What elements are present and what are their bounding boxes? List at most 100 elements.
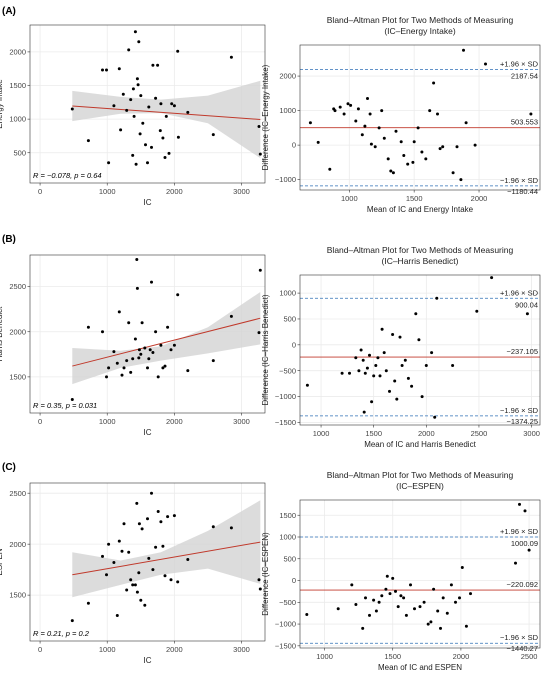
x-tick-label: 2500 [521, 652, 538, 661]
data-point [211, 525, 215, 529]
data-point [394, 589, 397, 593]
data-point [366, 97, 369, 100]
data-point [362, 410, 366, 414]
y-tick-label: −1000 [275, 620, 296, 629]
data-point [257, 578, 261, 582]
data-point [354, 356, 358, 360]
x-tick-label: 1000 [99, 417, 116, 426]
data-point [360, 133, 364, 137]
data-point [380, 109, 384, 113]
data-point [380, 327, 384, 331]
y-axis-label: Energy Intake [0, 79, 4, 129]
data-point [176, 49, 180, 53]
data-point [449, 583, 453, 587]
data-point [458, 596, 461, 600]
data-point [159, 343, 163, 347]
data-point [161, 544, 165, 548]
data-point [396, 605, 400, 609]
data-point [186, 558, 190, 561]
plot-frame [299, 274, 541, 426]
data-point [70, 619, 74, 623]
data-point [377, 600, 381, 604]
data-point [150, 491, 153, 495]
x-tick-label: 3000 [233, 187, 250, 196]
plot-frame [29, 254, 266, 414]
data-point [137, 571, 141, 575]
data-point [525, 312, 529, 316]
data-point [112, 350, 116, 354]
lower-limit-value-label: −1374.25 [507, 417, 539, 426]
chart-title: (IC–ESPEN) [396, 481, 444, 491]
data-point [399, 140, 403, 144]
data-point [356, 107, 360, 111]
chart-panel-6: Bland–Altman Plot for Two Methods of Mea… [261, 470, 541, 672]
data-point [105, 68, 108, 72]
data-point [441, 145, 445, 149]
chart-panel-4: Bland–Altman Plot for Two Methods of Mea… [261, 245, 541, 449]
data-point [122, 366, 126, 370]
x-tick-label: 2000 [166, 417, 183, 426]
data-point [135, 77, 139, 81]
data-point [117, 539, 121, 543]
data-point [382, 136, 386, 140]
data-point [350, 583, 354, 587]
mean-difference-label: −237.105 [507, 347, 539, 356]
data-point [406, 162, 410, 166]
data-point [146, 517, 149, 521]
data-point [147, 105, 151, 109]
data-point [86, 139, 90, 143]
data-point [131, 87, 135, 91]
y-tick-label: 0 [292, 576, 296, 585]
data-point [435, 296, 439, 300]
confidence-band [72, 80, 261, 159]
data-point [346, 102, 350, 106]
data-point [418, 605, 422, 609]
y-tick-label: −1000 [275, 175, 296, 184]
data-point [70, 107, 74, 111]
data-point [414, 312, 418, 316]
chart-title: Bland–Altman Plot for Two Methods of Mea… [327, 245, 514, 255]
data-layer [70, 30, 262, 166]
data-point [432, 81, 436, 85]
data-point [410, 384, 414, 388]
chart-panel-1: (A) 0 1000 2000 3000 500 1000 1500 2000 IC Energy … [0, 6, 266, 207]
data-point [369, 142, 373, 146]
upper-limit-sd-label: +1.96 × SD [500, 60, 539, 69]
data-point [391, 333, 395, 336]
data-point [86, 601, 90, 605]
data-point [424, 364, 428, 367]
data-point [163, 574, 167, 578]
data-point [154, 545, 158, 549]
y-tick-label: −1500 [275, 641, 296, 650]
data-point [156, 63, 160, 67]
data-point [166, 325, 170, 329]
data-point [409, 583, 412, 587]
data-point [333, 109, 337, 113]
data-point [127, 550, 131, 554]
data-point [394, 129, 398, 133]
y-axis-label: ESPEN [0, 548, 4, 575]
data-point [137, 356, 141, 360]
data-point [445, 611, 449, 615]
data-point [473, 143, 477, 147]
data-point [229, 55, 233, 59]
data-point [424, 157, 428, 161]
plot-frame [29, 24, 266, 184]
data-layer [300, 502, 540, 644]
panel-label: (C) [2, 462, 16, 473]
data-point [365, 366, 369, 370]
data-point [412, 140, 416, 144]
data-point [140, 527, 144, 531]
data-point [451, 171, 455, 175]
data-point [125, 359, 129, 363]
y-tick-label: 1000 [9, 115, 26, 124]
data-point [131, 583, 135, 587]
mean-difference-label: 503.553 [511, 118, 538, 127]
plot-background [300, 275, 540, 425]
data-point [86, 325, 90, 329]
data-point [131, 153, 135, 157]
data-point [167, 151, 171, 155]
data-point [137, 522, 141, 526]
y-tick-label: −500 [279, 366, 296, 375]
